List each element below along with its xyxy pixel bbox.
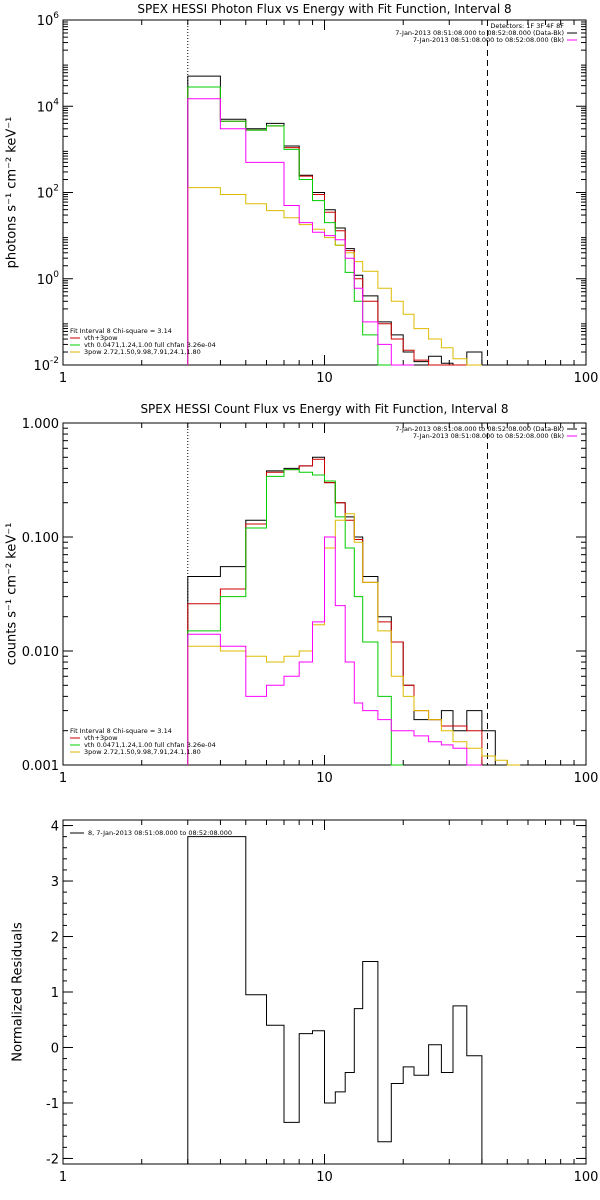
legend-entry: 7-Jan-2013 08:51:08.000 to 08:52:08.000 …	[413, 36, 564, 44]
y-tick-exponent: 6	[53, 11, 59, 21]
y-tick-exponent: 4	[53, 97, 59, 107]
series-step-line	[187, 836, 483, 1164]
y-tick-exponent: -2	[50, 356, 59, 366]
y-tick-exponent: 0	[53, 270, 59, 280]
x-tick-label: 1	[59, 1170, 67, 1185]
fit-legend-entry: 3pow 2.72,1.50,9.98,7.91,24.1,1.80	[84, 748, 201, 756]
legend-entry: 7-Jan-2013 08:51:08.000 to 08:52:08.000 …	[395, 425, 564, 433]
y-tick-label: -1	[46, 1097, 59, 1112]
fit-legend-header: Fit Interval 8 Chi-square = 3.14	[70, 327, 172, 335]
y-tick-label: 1.000	[22, 417, 59, 432]
series-step-line	[187, 469, 404, 766]
x-tick-label: 1	[59, 771, 67, 786]
legend-header: Detectors: 1F 3F 4F 8F	[490, 22, 564, 30]
x-tick-label: 1	[59, 371, 67, 386]
x-tick-label: 100	[574, 371, 599, 386]
series-step-line	[187, 513, 521, 766]
y-tick-label: -2	[46, 1152, 59, 1167]
series-step-line	[187, 456, 496, 765]
residuals-panel: Normalized Residuals 1 10 100 -2 -1 0 1 2 3 4 8, 7…	[11, 819, 599, 1185]
series-step-line	[187, 98, 414, 366]
y-tick-label: 0.010	[22, 645, 59, 660]
y-tick-label: 3	[51, 875, 59, 890]
y-tick-label: 4	[51, 820, 59, 835]
photon-flux-panel: SPEX HESSI Photon Flux vs Energy with Fi…	[5, 2, 599, 386]
fit-legend-entry: vth 0.0471,1.24,1.00 full chfan 3.26e-04	[84, 341, 216, 349]
fit-legend-header: Fit Interval 8 Chi-square = 3.14	[70, 727, 172, 735]
y-tick-label: 106	[37, 11, 60, 29]
x-tick-label: 10	[316, 371, 333, 386]
fit-legend-entry: vth+3pow	[84, 734, 118, 742]
y-tick-label: 0	[51, 1041, 59, 1056]
count-flux-panel: SPEX HESSI Count Flux vs Energy with Fit…	[5, 402, 599, 786]
residuals-plot-frame	[62, 819, 587, 1165]
y-tick-label: 102	[37, 184, 59, 202]
x-tick-label: 10	[316, 1170, 333, 1185]
x-tick-label: 100	[574, 1170, 599, 1185]
legend-entry: 7-Jan-2013 08:51:08.000 to 08:52:08.000 …	[395, 29, 564, 37]
y-tick-label: 2	[51, 931, 59, 946]
photon-flux-ylabel: photons s⁻¹ cm⁻² keV⁻¹	[5, 117, 20, 269]
residual-legend-text: 8, 7-Jan-2013 08:51:08.000 to 08:52:08.0…	[88, 829, 232, 837]
count-flux-ylabel: counts s⁻¹ cm⁻² keV⁻¹	[5, 523, 20, 666]
count-flux-title: SPEX HESSI Count Flux vs Energy with Fit…	[140, 402, 508, 416]
legend-entry: 7-Jan-2013 08:51:08.000 to 08:52:08.000 …	[413, 432, 564, 440]
x-tick-label: 10	[316, 771, 333, 786]
y-tick-label: 0.001	[22, 759, 59, 774]
fit-legend-entry: 3pow 2.72,1.50,9.98,7.91,24.1,1.80	[84, 348, 201, 356]
y-tick-label: 100	[37, 270, 60, 288]
y-tick-label: 10-2	[33, 356, 59, 374]
y-tick-exponent: 2	[53, 184, 59, 194]
y-tick-label: 104	[37, 97, 60, 115]
series-step-line	[187, 75, 496, 366]
series-step-line	[187, 187, 482, 366]
fit-legend-entry: vth+3pow	[84, 334, 118, 342]
y-tick-label: 0.100	[22, 531, 59, 546]
photon-flux-title: SPEX HESSI Photon Flux vs Energy with Fi…	[137, 2, 511, 16]
y-tick-label: 1	[51, 986, 59, 1001]
series-step-line	[187, 536, 482, 766]
residuals-ylabel: Normalized Residuals	[11, 922, 26, 1062]
x-tick-label: 100	[574, 771, 599, 786]
fit-legend-entry: vth 0.0471,1.24,1.00 full chfan 3.26e-04	[84, 741, 216, 749]
